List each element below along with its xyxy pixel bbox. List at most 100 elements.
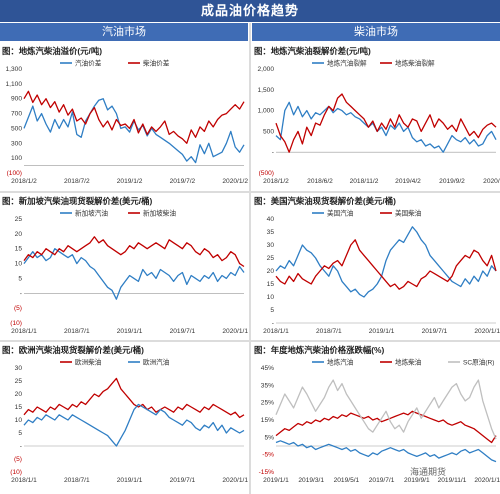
legend-label: 地炼汽油裂解 (327, 58, 367, 67)
chart-title: 图：新加坡汽柴油现货裂解价差(美元/桶) (2, 196, 153, 206)
y-tick-label: (5) (14, 456, 22, 463)
y-tick-label: 10 (267, 294, 275, 301)
y-tick-label: 1,300 (5, 66, 22, 73)
y-tick-label: 5 (18, 275, 22, 282)
x-tick-label: 2018/1/2 (263, 178, 289, 185)
legend-label: 汽油价差 (75, 58, 102, 67)
y-tick-label: 10 (15, 417, 23, 424)
y-tick-label: - (272, 149, 274, 156)
chart-svg: 45% 35% 25% 15% 5% -5% -15%2019/1/1 2019/3/1 201… (259, 357, 500, 484)
chart-title: 图：欧洲汽柴油现货裂解价差(美元/桶) (2, 345, 144, 355)
series-line-SC原油(R) (275, 379, 497, 440)
x-tick-label: 2020/1/1 (222, 328, 248, 335)
x-tick-label: 2019/1/2 (117, 178, 143, 185)
x-tick-label: 2018/7/1 (64, 477, 90, 484)
y-tick-label: - (20, 443, 22, 450)
y-tick-label: (500) (259, 170, 274, 177)
series-line-柴油价差 (23, 90, 245, 144)
y-tick-label: 35% (261, 382, 274, 389)
chart-panel-gasoline-diesel-premium: 图：地炼汽柴油溢价(元/吨) 1,300 1,100 900 700 500 300 100… (0, 43, 248, 189)
chart-panel-europe-crack: 图：欧洲汽柴油现货裂解价差(美元/桶) 30 25 20 15 10 5 - (5) (10) 2… (0, 342, 248, 488)
x-tick-label: 2019/3/1 (298, 477, 324, 484)
row-divider-1 (0, 191, 500, 193)
x-tick-label: 2018/7/2 (64, 178, 90, 185)
y-tick-label: - (20, 290, 22, 297)
y-tick-label: 1,000 (257, 108, 274, 115)
legend-label: 柴油价差 (143, 58, 170, 67)
y-tick-label: 15 (267, 281, 275, 288)
y-tick-label: -5% (262, 452, 274, 459)
series-line-新加坡汽油 (23, 248, 245, 300)
chart-svg: 1,300 1,100 900 700 500 300 100 (100)2018/1/2 20… (5, 58, 248, 185)
series-line-地炼柴油 (275, 410, 497, 444)
y-tick-label: (100) (7, 170, 22, 177)
y-tick-label: 15 (15, 404, 23, 411)
y-tick-label: 500 (263, 128, 274, 135)
y-tick-label: 700 (11, 111, 22, 118)
x-tick-label: 2020/1/1 (474, 477, 500, 484)
y-tick-label: (10) (10, 320, 22, 327)
chart-title: 图：年度地炼汽柴油价格涨跌幅(%) (254, 345, 385, 355)
legend-label: 欧洲汽油 (143, 357, 170, 366)
chart-title: 图：地炼汽柴油裂解价差(元/吨) (254, 46, 371, 56)
x-tick-label: 2018/11/2 (350, 178, 379, 185)
y-tick-label: 900 (11, 96, 22, 103)
series-line-地炼汽油裂解 (275, 101, 497, 153)
y-tick-label: 2,000 (257, 66, 274, 73)
column-divider (249, 23, 251, 494)
x-tick-label: 2019/5/1 (334, 477, 360, 484)
legend-label: 地炼柴油 (395, 357, 422, 366)
legend-label: 地炼汽油 (327, 357, 354, 366)
x-tick-label: 2019/1/1 (117, 328, 143, 335)
x-tick-label: 2019/9/1 (404, 477, 430, 484)
y-tick-label: (5) (14, 305, 22, 312)
y-tick-label: 100 (11, 155, 22, 162)
y-tick-label: 45% (261, 365, 274, 372)
legend-label: 美国柴油 (395, 208, 422, 217)
x-tick-label: 2018/7/1 (316, 328, 342, 335)
chart-panel-singapore-crack: 图：新加坡汽柴油现货裂解价差(美元/桶) 25 20 15 10 5- (5) (10) 20… (0, 193, 248, 339)
x-tick-label: 2019/9/2 (439, 178, 465, 185)
y-tick-label: 25 (15, 378, 23, 385)
x-tick-label: 2018/7/1 (64, 328, 90, 335)
legend-label: SC原油(R) (463, 357, 495, 366)
chart-panel-crack-spread-rmb: 图：地炼汽柴油裂解价差(元/吨) 2,000 1,500 1,000 500 - (500… (252, 43, 500, 189)
y-tick-label: (10) (10, 469, 22, 476)
y-tick-label: 1,100 (5, 81, 22, 88)
x-tick-label: 2019/7/2 (170, 178, 196, 185)
page-title: 成品油价格趋势 (0, 0, 500, 22)
series-line-美国汽油 (275, 226, 497, 298)
chart-title: 图：美国汽柴油现货裂解价差(美元/桶) (254, 196, 396, 206)
legend-label: 欧洲柴油 (75, 357, 102, 366)
chart-panel-us-crack: 图：美国汽柴油现货裂解价差(美元/桶) 40 35 30 25 20 15 10 5-2018… (252, 193, 500, 339)
y-tick-label: 40 (267, 216, 275, 223)
y-tick-label: 20 (15, 391, 23, 398)
y-tick-label: 15% (261, 417, 274, 424)
y-tick-label: - (272, 320, 274, 327)
x-tick-label: 2020/1/1 (222, 477, 248, 484)
diesel-market-header: 柴油市场 (252, 23, 500, 41)
x-tick-label: 2020/1/1 (474, 328, 500, 335)
x-tick-label: 2019/1/1 (263, 477, 289, 484)
y-tick-label: 5 (18, 430, 22, 437)
series-line-新加坡柴油 (23, 236, 245, 268)
y-tick-label: 25 (15, 216, 23, 223)
y-tick-label: 20 (267, 268, 275, 275)
x-tick-label: 2018/6/2 (307, 178, 333, 185)
row-divider-2 (0, 340, 500, 342)
y-tick-label: 300 (11, 140, 22, 147)
y-tick-label: 1,500 (257, 87, 274, 94)
x-tick-label: 2020/2/2 (483, 178, 500, 185)
legend-label: 新加坡汽油 (75, 208, 108, 217)
x-tick-label: 2019/4/2 (395, 178, 421, 185)
x-tick-label: 2018/1/2 (11, 178, 37, 185)
y-tick-label: 25 (267, 255, 275, 262)
chart-svg: 30 25 20 15 10 5 - (5) (10)2018/1/1 2018/7/1 2019/… (10, 357, 248, 484)
x-tick-label: 2019/1/1 (117, 477, 143, 484)
y-tick-label: 25% (261, 400, 274, 407)
y-tick-label: 5 (270, 307, 274, 314)
series-line-欧洲柴油 (23, 377, 245, 419)
x-tick-label: 2019/1/1 (369, 328, 395, 335)
y-tick-label: -15% (259, 469, 275, 476)
y-tick-label: 30 (15, 365, 23, 372)
